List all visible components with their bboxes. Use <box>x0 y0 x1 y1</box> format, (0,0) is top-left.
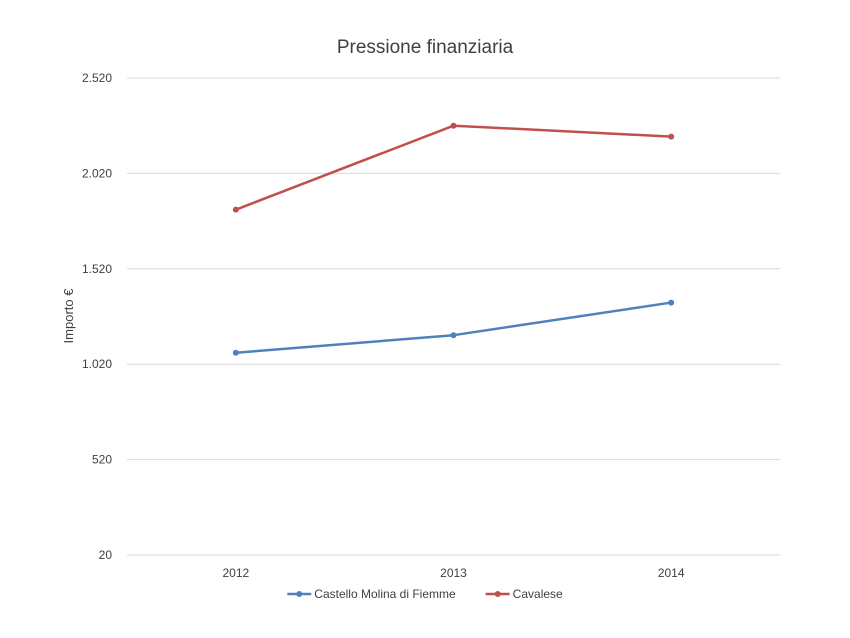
y-axis-label: Importo € <box>61 288 76 344</box>
legend-item: Cavalese <box>485 587 563 601</box>
data-point <box>450 332 457 339</box>
x-axis-ticks: 2012 2013 2014 <box>222 566 684 580</box>
series-1 <box>232 299 675 356</box>
legend-label: Castello Molina di Fiemme <box>314 587 456 601</box>
series-2 <box>232 122 675 213</box>
data-point <box>450 122 457 129</box>
y-tick-label: 520 <box>92 453 112 467</box>
y-tick-label: 2.520 <box>82 71 112 85</box>
data-point <box>668 299 675 306</box>
legend-marker-icon <box>296 591 303 597</box>
series-line <box>234 301 673 355</box>
legend-label: Cavalese <box>513 587 563 601</box>
y-axis-ticks: 20 520 1.020 1.520 2.020 2.520 <box>82 71 112 562</box>
data-point <box>668 133 675 140</box>
chart-title: Pressione finanziaria <box>337 37 514 58</box>
legend-item: Castello Molina di Fiemme <box>287 587 456 601</box>
x-tick-label: 2012 <box>222 566 249 580</box>
y-tick-label: 2.020 <box>82 166 112 180</box>
y-tick-label: 1.020 <box>82 357 112 371</box>
data-point <box>232 206 239 213</box>
y-tick-label: 1.520 <box>82 262 112 276</box>
x-tick-label: 2014 <box>658 566 685 580</box>
legend: Castello Molina di Fiemme Cavalese <box>287 587 563 601</box>
series-layer <box>232 122 675 356</box>
data-point <box>232 349 239 356</box>
series-line <box>234 124 673 211</box>
x-tick-label: 2013 <box>440 566 467 580</box>
gridlines <box>127 77 780 556</box>
legend-marker-icon <box>494 591 501 597</box>
y-tick-label: 20 <box>99 548 113 562</box>
